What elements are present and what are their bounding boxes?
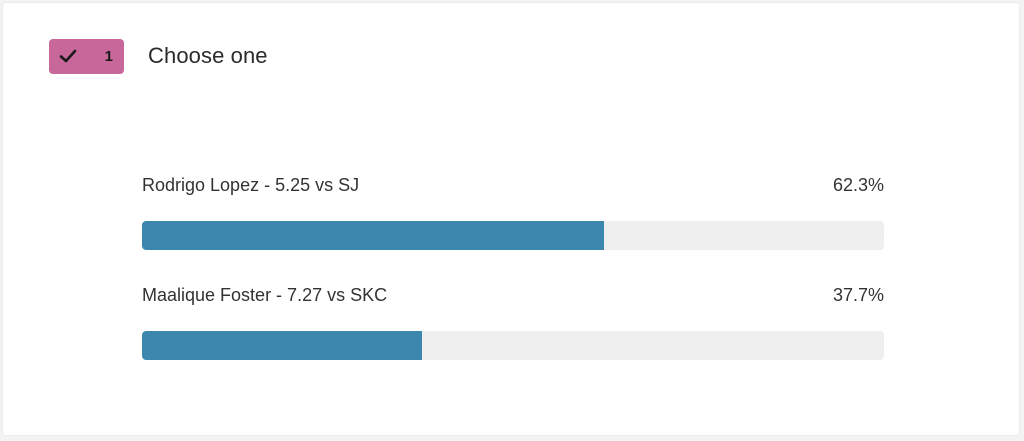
option-bar-fill bbox=[142, 331, 422, 360]
check-icon bbox=[59, 49, 77, 63]
option-bar-track bbox=[142, 221, 884, 250]
poll-title: Choose one bbox=[148, 43, 268, 68]
poll-header: 1 Choose one bbox=[49, 38, 268, 74]
badge-count: 1 bbox=[104, 47, 113, 65]
poll-option[interactable]: Rodrigo Lopez - 5.25 vs SJ 62.3% bbox=[142, 175, 884, 285]
option-percent: 62.3% bbox=[832, 175, 884, 195]
option-bar-track bbox=[142, 331, 884, 360]
poll-option[interactable]: Maalique Foster - 7.27 vs SKC 37.7% bbox=[142, 285, 884, 395]
option-percent: 37.7% bbox=[832, 285, 884, 305]
answer-count-badge: 1 bbox=[49, 38, 124, 74]
option-label: Rodrigo Lopez - 5.25 vs SJ bbox=[142, 175, 360, 195]
poll-options: Rodrigo Lopez - 5.25 vs SJ 62.3% Maaliqu… bbox=[142, 175, 884, 395]
option-label: Maalique Foster - 7.27 vs SKC bbox=[142, 285, 388, 305]
option-bar-fill bbox=[142, 221, 605, 250]
poll-card: 1 Choose one Rodrigo Lopez - 5.25 vs SJ … bbox=[2, 2, 1020, 436]
